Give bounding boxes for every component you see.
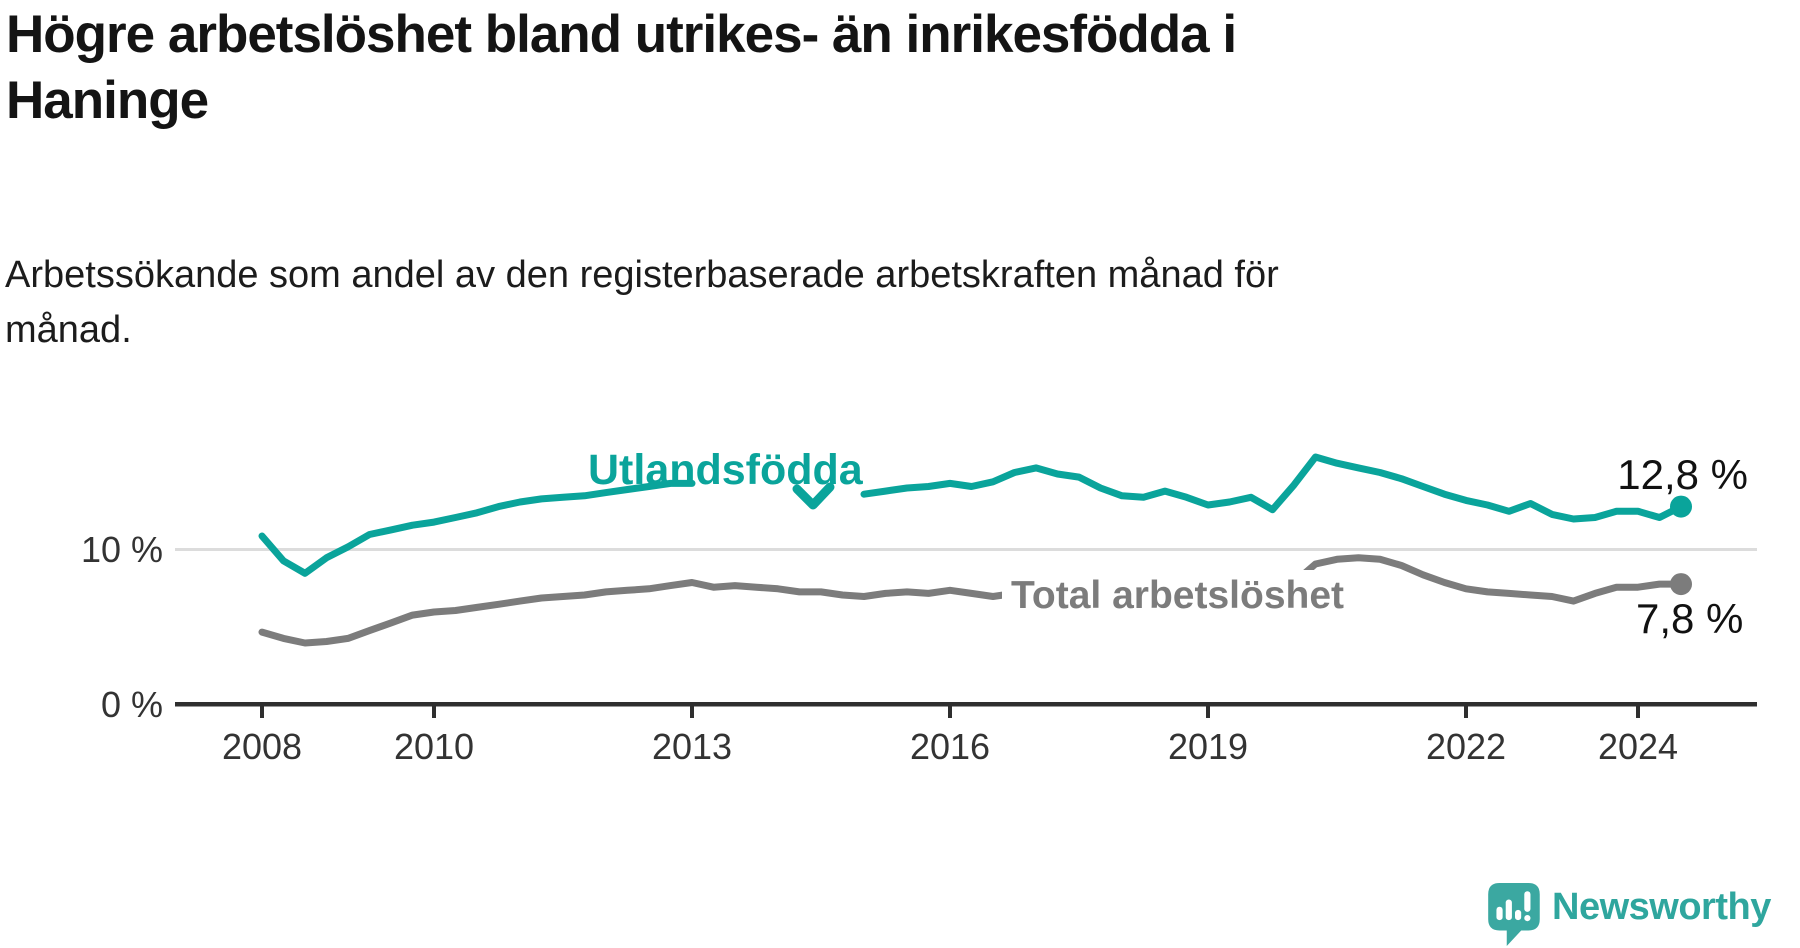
chart-subtitle-line2: månad. bbox=[5, 309, 132, 351]
x-tick-mark bbox=[948, 703, 952, 718]
logo-exclamation-dot bbox=[1524, 915, 1531, 922]
label-pointer-chevron-icon bbox=[792, 482, 835, 510]
y-axis-label-0: 0 % bbox=[100, 684, 163, 725]
end-dot-utlandsfodda bbox=[1670, 495, 1692, 518]
page-title-line1: Högre arbetslöshet bland utrikes- än inr… bbox=[6, 5, 1237, 64]
x-tick-label-2008: 2008 bbox=[221, 726, 303, 767]
x-tick-label-2013: 2013 bbox=[651, 726, 733, 767]
x-axis-line bbox=[175, 702, 1757, 707]
logo-exclamation-stem bbox=[1524, 891, 1531, 912]
series-label-total-arbetsloshet: Total arbetslöshet bbox=[1002, 570, 1354, 622]
logo-bar-2 bbox=[1505, 899, 1512, 921]
x-tick-label-2010: 2010 bbox=[393, 726, 475, 767]
series-line-total-arbetsloshet bbox=[258, 554, 1685, 647]
series-line-utlandsfodda bbox=[860, 453, 1685, 523]
x-axis-tick-marks bbox=[260, 703, 1640, 718]
x-tick-label-2019: 2019 bbox=[1167, 726, 1249, 767]
newsworthy-logo-text: Newsworthy bbox=[1552, 886, 1771, 928]
chart-subtitle-line1: Arbetssökande som andel av den registerb… bbox=[5, 254, 1279, 296]
logo-bar-3 bbox=[1515, 909, 1522, 921]
page-title: Högre arbetslöshet bland utrikes- än inr… bbox=[6, 2, 1606, 134]
newsworthy-logo-icon bbox=[1488, 883, 1540, 946]
speech-bubble-shape bbox=[1488, 883, 1540, 946]
logo-bar-1 bbox=[1496, 906, 1503, 921]
x-tick-mark bbox=[432, 703, 436, 718]
x-tick-label-2022: 2022 bbox=[1425, 726, 1507, 767]
series-end-dots bbox=[1670, 495, 1692, 596]
x-tick-mark bbox=[260, 703, 264, 718]
page-title-line2: Haninge bbox=[6, 71, 209, 130]
x-tick-mark bbox=[1464, 703, 1468, 718]
value-label-utlandsfodda: 12,8 % bbox=[1617, 451, 1748, 498]
x-tick-mark bbox=[690, 703, 694, 718]
x-tick-label-2024: 2024 bbox=[1597, 726, 1679, 767]
gridline-10-percent bbox=[175, 548, 1757, 551]
series-line-utlandsfodda bbox=[258, 479, 696, 577]
y-axis-label-10: 10 % bbox=[80, 529, 163, 570]
end-dot-total-arbetsloshet bbox=[1670, 573, 1692, 596]
chart-subtitle: Arbetssökande som andel av den registerb… bbox=[5, 248, 1505, 358]
value-label-total-arbetsloshet: 7,8 % bbox=[1636, 595, 1744, 642]
series-lines bbox=[258, 453, 1685, 647]
x-tick-mark bbox=[1206, 703, 1210, 718]
x-tick-label-2016: 2016 bbox=[909, 726, 991, 767]
series-label-utlandsfodda: Utlandsfödda bbox=[588, 446, 863, 494]
newsworthy-logo[interactable]: Newsworthy bbox=[1486, 882, 1771, 948]
x-tick-mark bbox=[1636, 703, 1640, 718]
